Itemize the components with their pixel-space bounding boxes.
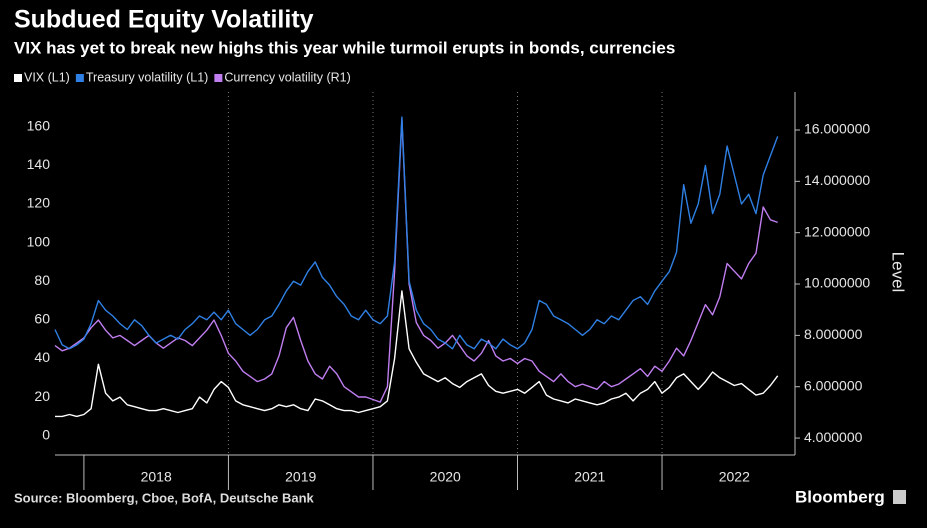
y-tick-label: 0 <box>42 426 50 442</box>
x-tick-label: 2020 <box>430 469 461 485</box>
y2-tick-label: 16.000000 <box>804 121 870 137</box>
y2-tick-label: 14.000000 <box>804 172 870 188</box>
y-tick-label: 140 <box>27 156 51 172</box>
x-tick-label: 2018 <box>141 469 172 485</box>
series-line <box>54 119 778 403</box>
y-tick-label: 80 <box>34 272 50 288</box>
series-line <box>54 116 779 350</box>
source: Source: Bloomberg, Cboe, BofA, Deutsche … <box>14 490 315 505</box>
brand-icon <box>893 490 906 504</box>
y2-tick-label: 10.000000 <box>804 275 870 291</box>
y2-tick-label: 12.000000 <box>804 223 870 239</box>
chart-subtitle: VIX has yet to break new highs this year… <box>14 38 675 57</box>
legend-label: VIX (L1) <box>24 70 70 84</box>
y2-tick-label: 6.000000 <box>804 377 863 393</box>
legend-label: Currency volatility (R1) <box>224 70 350 84</box>
y-tick-label: 20 <box>34 388 50 404</box>
legend-swatch <box>75 74 84 82</box>
legend-swatch <box>14 74 22 82</box>
y-tick-label: 100 <box>27 233 51 249</box>
legend-label: Treasury volatility (L1) <box>86 70 209 84</box>
legend-swatch <box>214 74 223 82</box>
series-line <box>55 290 779 418</box>
y2-tick-label: 8.000000 <box>804 326 863 342</box>
y-tick-label: 40 <box>34 349 50 365</box>
y2-axis-label: Level <box>889 252 908 293</box>
y-tick-label: 120 <box>27 195 51 211</box>
y2-tick-label: 4.000000 <box>804 429 863 445</box>
y-tick-label: 160 <box>27 117 51 133</box>
x-tick-label: 2019 <box>285 469 316 485</box>
x-tick-label: 2022 <box>719 469 750 485</box>
brand: Bloomberg <box>795 487 885 506</box>
chart-title: Subdued Equity Volatility <box>14 6 314 34</box>
y-tick-label: 60 <box>34 311 50 327</box>
x-tick-label: 2021 <box>574 469 605 485</box>
